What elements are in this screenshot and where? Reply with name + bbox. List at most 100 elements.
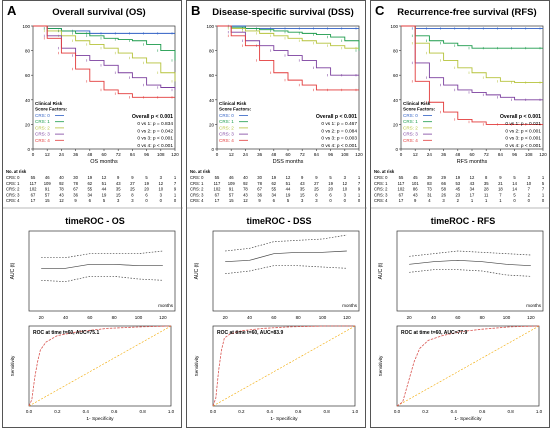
km-ytick-label: 20 — [209, 122, 215, 127]
km-xtick-label: 12 — [229, 152, 235, 157]
risk-cell: 43 — [243, 192, 248, 197]
timeroc-xlabel: months — [526, 303, 542, 308]
km-legend-entry: CRS: 0 — [403, 113, 418, 118]
km-ytick-label: 100 — [206, 24, 214, 29]
risk-cell: 2 — [528, 192, 531, 197]
km-xtick-label: 36 — [257, 152, 263, 157]
timeroc-upper-ci — [409, 250, 531, 257]
km-xtick-label: 36 — [441, 152, 447, 157]
roc-xtick-label: 0.6 — [479, 409, 486, 414]
km-overall-pvalue: Overall p < 0.001 — [316, 114, 357, 120]
km-overall-pvalue: Overall p < 0.001 — [500, 114, 541, 120]
risk-cell: 5 — [329, 175, 332, 180]
risk-cell: 1 — [471, 198, 474, 203]
roc-curve — [212, 325, 355, 407]
risk-cell: 117 — [30, 181, 37, 186]
risk-row-label: CRS: 4 — [6, 198, 20, 203]
risk-cell: 6 — [89, 198, 92, 203]
risk-cell: 102 — [30, 187, 38, 192]
risk-cell: 30 — [73, 175, 78, 180]
km-ytick-label: 0 — [27, 147, 30, 152]
roc-plot-frame — [212, 325, 356, 407]
risk-cell: 46 — [229, 175, 234, 180]
risk-cell: 19 — [328, 181, 333, 186]
risk-cell: 6 — [329, 192, 332, 197]
risk-cell: 25 — [130, 187, 135, 192]
risk-cell: 20 — [144, 187, 149, 192]
risk-cell: 17 — [470, 192, 475, 197]
risk-cell: 30 — [257, 175, 262, 180]
risk-cell: 92 — [59, 181, 64, 186]
risk-row-label: CRS: 0 — [6, 175, 20, 180]
roc-auc-label: ROC at time t=60, AUC=77.9 — [401, 330, 467, 336]
timeroc-xtick-label: 100 — [503, 315, 511, 320]
roc-xtick-label: 0.2 — [422, 409, 429, 414]
timeroc-lower-ci — [409, 269, 531, 277]
km-xtick-label: 12 — [45, 152, 51, 157]
risk-cell: 55 — [87, 187, 92, 192]
risk-cell: 5 — [513, 175, 516, 180]
panel-c: C Recurrence-free survival (RFS) 0 20 40 60 80… — [370, 0, 550, 428]
risk-cell: 17 — [215, 198, 220, 203]
risk-cell: 12 — [158, 181, 163, 186]
risk-cell: 1 — [542, 175, 545, 180]
risk-cell: 9 — [301, 175, 304, 180]
risk-cell: 109 — [44, 181, 52, 186]
km-xtick-label: 36 — [73, 152, 79, 157]
km-ytick-label: 100 — [390, 24, 398, 29]
risk-cell: 1 — [485, 198, 488, 203]
risk-cell: 23 — [455, 192, 460, 197]
risk-cell: 17 — [31, 198, 36, 203]
km-xtick-label: 84 — [498, 152, 504, 157]
risk-row-label: CRS: 2 — [190, 187, 204, 192]
panel-b: B Disease-specific survival (DSS) 0 20 40 60 8… — [186, 0, 367, 428]
risk-cell: 14 — [512, 181, 517, 186]
km-xtick-label: 60 — [285, 152, 291, 157]
timeroc-title: timeROC - RFS — [431, 216, 496, 226]
risk-cell: 0 — [329, 198, 332, 203]
risk-cell: 19 — [271, 175, 276, 180]
km-xtick-label: 96 — [512, 152, 518, 157]
km-xtick-label: 48 — [271, 152, 277, 157]
timeroc-xtick-label: 20 — [39, 315, 45, 320]
risk-cell: 5 — [287, 198, 290, 203]
risk-cell: 39 — [427, 175, 432, 180]
timeroc-xtick-label: 40 — [247, 315, 253, 320]
risk-cell: 11 — [484, 192, 489, 197]
panel-b-svg: B Disease-specific survival (DSS)02040608… — [187, 3, 367, 422]
risk-cell: 19 — [455, 175, 460, 180]
risk-cell: 10 — [526, 181, 531, 186]
km-xtick-label: 24 — [59, 152, 65, 157]
km-ytick-label: 80 — [209, 49, 215, 54]
km-legend-entry: CRS: 4 — [219, 138, 234, 143]
roc-xtick-label: 0.0 — [394, 409, 401, 414]
risk-cell: 57 — [229, 192, 234, 197]
km-xtick-label: 48 — [87, 152, 93, 157]
km-curve-crs-1 — [401, 25, 543, 49]
km-curve-crs-1 — [217, 25, 360, 51]
timeroc-xtick-label: 20 — [223, 315, 229, 320]
km-legend-entry: CRS: 1 — [219, 119, 234, 124]
km-ytick-label: 20 — [393, 122, 399, 127]
timeroc-title: timeROC - DSS — [246, 216, 311, 226]
risk-table-header: No. at risk — [190, 169, 211, 174]
km-ytick-label: 60 — [25, 73, 31, 78]
risk-cell: 14 — [512, 187, 517, 192]
risk-cell: 9 — [258, 198, 261, 203]
risk-row-label: CRS: 4 — [374, 198, 388, 203]
km-legend-entry: CRS: 4 — [35, 138, 50, 143]
km-xtick-label: 108 — [525, 152, 533, 157]
timeroc-xtick-label: 100 — [135, 315, 143, 320]
km-legend-title-1: Clinical Risk — [35, 101, 63, 106]
risk-row-label: CRS: 0 — [374, 175, 388, 180]
roc-reference-diagonal — [28, 325, 172, 407]
risk-cell: 9 — [358, 187, 361, 192]
km-pairwise-pvalue: 0 vs 2: p < 0.001 — [505, 128, 541, 134]
risk-cell: 1 — [358, 175, 361, 180]
risk-cell: 34 — [87, 192, 92, 197]
risk-cell: 5 — [542, 181, 545, 186]
risk-cell: 3 — [117, 198, 120, 203]
risk-cell: 7 — [174, 181, 177, 186]
risk-cell: 78 — [73, 181, 78, 186]
risk-cell: 8 — [131, 192, 134, 197]
